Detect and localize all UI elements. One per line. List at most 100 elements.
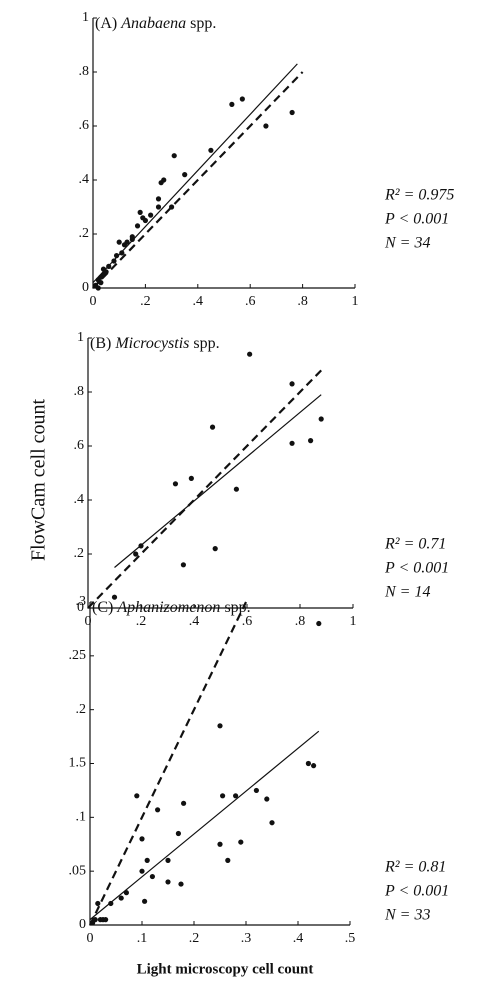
data-point <box>119 250 125 256</box>
taxon: Anabaena <box>120 15 186 32</box>
panel-label: (B) <box>90 335 111 352</box>
data-point <box>264 796 270 802</box>
y-tick-label: .25 <box>69 648 87 663</box>
reference-line <box>89 601 247 926</box>
data-point <box>169 204 175 210</box>
data-point <box>129 234 135 240</box>
y-tick-label: .05 <box>69 863 87 878</box>
panel-title: (B) Microcystis spp. <box>90 335 220 352</box>
data-point <box>220 793 226 799</box>
y-tick-label: .2 <box>79 226 90 241</box>
data-point <box>263 123 269 129</box>
data-point <box>239 96 245 102</box>
x-tick-label: .8 <box>295 614 306 629</box>
data-point <box>238 839 244 845</box>
y-tick-label: .8 <box>79 64 90 79</box>
x-tick-label: 1 <box>350 614 357 629</box>
data-point <box>124 239 130 245</box>
reference-line <box>114 394 322 568</box>
data-point <box>208 147 214 153</box>
data-point <box>161 177 167 183</box>
data-point <box>155 196 162 202</box>
data-point <box>95 285 101 291</box>
x-tick-label: .3 <box>241 931 252 946</box>
x-tick-label: .4 <box>189 614 200 629</box>
data-point <box>188 475 194 481</box>
statistic: R² = 0.71 <box>384 536 446 553</box>
data-point <box>106 263 112 269</box>
data-point <box>92 917 98 923</box>
data-point <box>113 253 120 259</box>
data-point <box>233 793 239 799</box>
data-point <box>149 873 155 880</box>
data-point <box>98 280 104 286</box>
axis-line <box>89 602 350 926</box>
x-tick-label: .2 <box>136 614 147 629</box>
data-point <box>139 868 145 874</box>
data-point <box>181 800 187 806</box>
data-point <box>133 551 139 557</box>
data-point <box>311 763 317 769</box>
data-point <box>180 562 186 568</box>
data-point <box>118 895 124 901</box>
taxon-suffix: spp. <box>190 15 216 32</box>
y-tick-label: .4 <box>74 492 85 507</box>
y-tick-label: .1 <box>76 810 87 825</box>
data-point <box>182 172 188 178</box>
y-tick-label: .3 <box>76 594 87 609</box>
statistic: N = 14 <box>384 584 430 601</box>
data-point <box>172 481 179 487</box>
taxon: Microcystis <box>114 335 189 352</box>
panel-label: (A) <box>95 15 117 32</box>
y-tick-label: .6 <box>79 118 90 133</box>
data-point <box>142 898 148 904</box>
data-point <box>175 830 181 837</box>
y-tick-label: .4 <box>79 172 90 187</box>
data-point <box>165 857 171 864</box>
data-point <box>225 857 231 864</box>
data-point <box>165 879 171 885</box>
reference-line <box>92 71 304 289</box>
y-tick-label: .2 <box>76 702 87 717</box>
data-point <box>171 153 177 159</box>
reference-line <box>89 730 320 921</box>
y-tick-label: 1.5 <box>69 756 87 771</box>
data-point <box>217 841 223 847</box>
taxon-suffix: spp. <box>224 599 250 616</box>
data-point <box>108 900 114 907</box>
data-point <box>209 424 216 430</box>
x-tick-label: .6 <box>245 294 256 309</box>
y-tick-label: .8 <box>74 384 85 399</box>
y-tick-label: 1 <box>77 330 84 345</box>
y-tick-label: 1 <box>82 10 89 25</box>
data-point <box>289 440 295 446</box>
x-tick-label: .1 <box>137 931 148 946</box>
y-tick-label: 0 <box>82 280 89 295</box>
x-tick-label: .5 <box>345 931 356 946</box>
data-point <box>116 239 122 245</box>
data-point <box>123 890 129 896</box>
x-tick-label: 0 <box>90 294 97 309</box>
x-tick-label: .4 <box>193 294 204 309</box>
statistic: R² = 0.975 <box>384 187 454 204</box>
y-tick-label: .6 <box>74 438 85 453</box>
x-tick-label: .4 <box>293 931 304 946</box>
x-axis-label: Light microscopy cell count <box>137 961 314 977</box>
data-point <box>139 836 145 842</box>
data-point <box>155 204 162 210</box>
data-point <box>233 486 239 492</box>
data-point <box>103 917 109 923</box>
statistic: P < 0.001 <box>384 883 449 900</box>
data-point <box>111 594 118 600</box>
data-point <box>137 209 143 215</box>
x-tick-label: 1 <box>352 294 359 309</box>
data-point <box>98 274 104 280</box>
statistic: P < 0.001 <box>384 211 449 228</box>
x-tick-label: .2 <box>140 294 151 309</box>
data-point <box>316 620 322 627</box>
data-point <box>229 101 235 107</box>
panel-label: (C) <box>92 599 113 616</box>
data-point <box>103 269 109 275</box>
y-tick-label: 0 <box>79 917 86 932</box>
